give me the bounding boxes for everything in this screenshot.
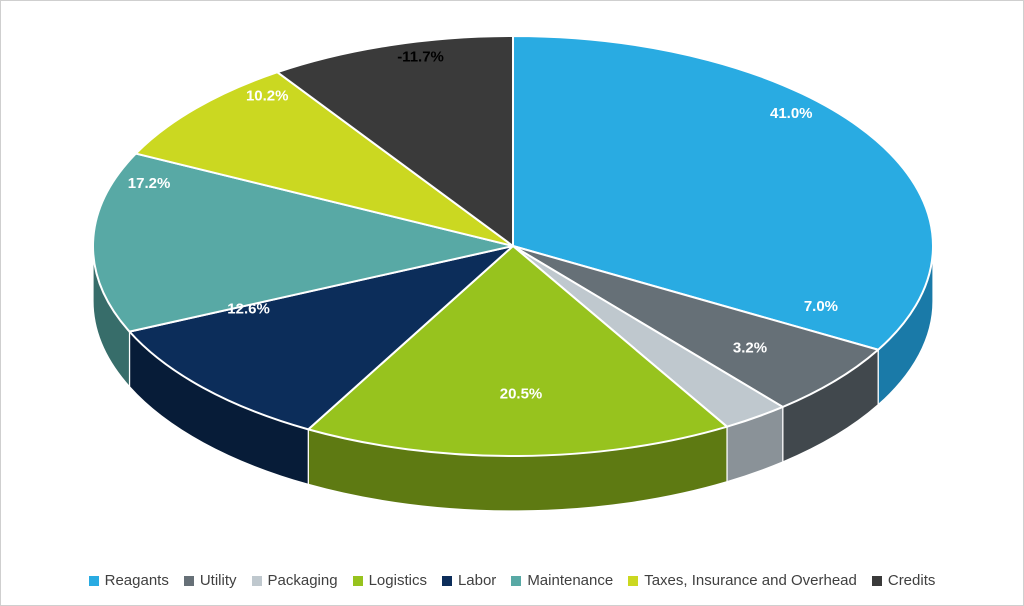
data-label-logistics: 20.5% — [500, 385, 543, 402]
legend-label: Packaging — [267, 572, 338, 589]
legend-swatch-reagants — [88, 575, 99, 586]
legend-label: Logistics — [368, 572, 427, 589]
legend-swatch-taxes-insurance-and-overhead — [628, 575, 639, 586]
pie-slice-taxes-insurance-and-overhead — [134, 71, 514, 247]
pie-slice-maintenance — [92, 152, 514, 333]
data-label-labor: 12.6% — [227, 300, 270, 317]
pie-slice-credits — [276, 35, 514, 247]
data-label-packaging: 3.2% — [733, 340, 767, 357]
legend-label: Labor — [457, 572, 497, 589]
legend-label: Utility — [199, 572, 237, 589]
data-label-credits: -11.7% — [397, 48, 444, 65]
legend-label: Taxes, Insurance and Overhead — [644, 572, 857, 589]
legend-label: Maintenance — [527, 572, 614, 589]
legend-item-maintenance: Maintenance — [511, 572, 613, 589]
legend-item-labor: Labor — [441, 572, 497, 589]
legend-label: Credits — [887, 572, 936, 589]
data-label-utility: 7.0% — [804, 298, 838, 315]
chart-legend: Reagants Utility Packaging Logistics Labor Ma… — [1, 572, 1023, 589]
legend-swatch-labor — [441, 575, 452, 586]
legend-item-taxes-insurance-and-overhead: Taxes, Insurance and Overhead — [628, 572, 857, 589]
pie-slice-logistics — [307, 245, 728, 457]
legend-swatch-logistics — [352, 575, 363, 586]
data-label-taxes-insurance-and-overhead: 10.2% — [246, 88, 289, 105]
data-label-reagants: 41.0% — [770, 105, 813, 122]
legend-label: Reagants — [104, 572, 169, 589]
legend-item-logistics: Logistics — [352, 572, 427, 589]
pie-slice-reagants — [512, 35, 934, 351]
legend-item-utility: Utility — [183, 572, 237, 589]
pie-slice-utility — [512, 245, 880, 408]
legend-item-credits: Credits — [871, 572, 936, 589]
legend-item-reagants: Reagants — [88, 572, 169, 589]
legend-item-packaging: Packaging — [251, 572, 338, 589]
legend-swatch-maintenance — [511, 575, 522, 586]
legend-swatch-credits — [871, 575, 882, 586]
legend-swatch-packaging — [251, 575, 262, 586]
legend-swatch-utility — [183, 575, 194, 586]
pie-slice-labor — [128, 245, 514, 431]
data-label-maintenance: 17.2% — [128, 175, 171, 192]
